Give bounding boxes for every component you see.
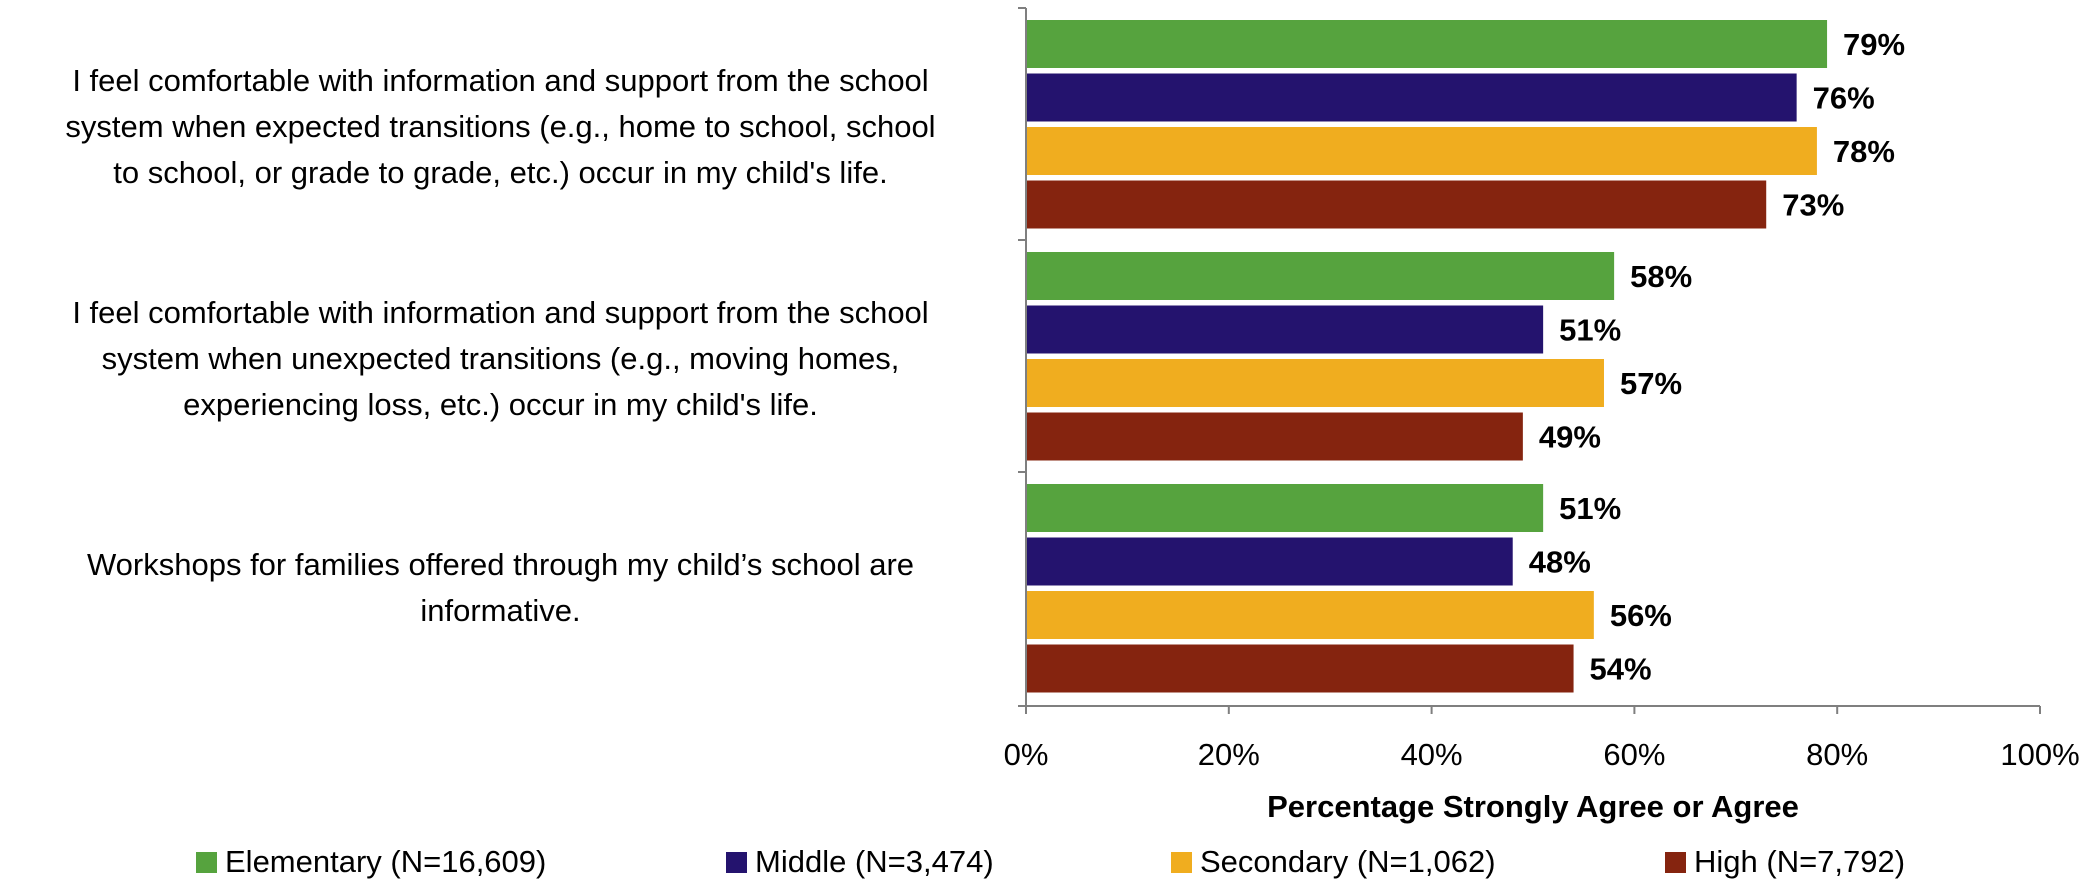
legend-label: Middle (N=3,474) (755, 844, 994, 879)
bar-4-1 (1027, 180, 1767, 229)
value-label-3-3: 56% (1610, 598, 1672, 633)
value-label-1-2: 58% (1630, 259, 1692, 294)
legend-item: Elementary (N=16,609) (196, 844, 546, 880)
value-label-2-2: 51% (1559, 313, 1621, 348)
legend-swatch (1171, 851, 1192, 873)
bar-2-3 (1027, 537, 1513, 586)
value-label-1-1: 79% (1843, 27, 1905, 62)
x-tick-label: 100% (2000, 737, 2079, 772)
axes (1018, 7, 2040, 707)
x-tick-label: 40% (1401, 737, 1463, 772)
x-tick-label: 0% (1004, 737, 1049, 772)
category-label-line: to school, or grade to grade, etc.) occu… (113, 155, 888, 190)
category-label-line: experiencing loss, etc.) occur in my chi… (183, 387, 818, 422)
category-label-1: I feel comfortable with information and … (8, 58, 993, 196)
x-tick-label: 80% (1806, 737, 1868, 772)
value-label-4-1: 73% (1782, 188, 1844, 223)
legend-label: Elementary (N=16,609) (225, 844, 547, 879)
bar-1-2 (1027, 252, 1615, 300)
x-ticks: 0% 20% 40% 60% 80% 100% (1004, 706, 2080, 772)
category-label-line: system when unexpected transitions (e.g.… (101, 341, 900, 376)
legend-swatch (196, 851, 217, 873)
value-label-3-2: 57% (1620, 366, 1682, 401)
value-label-1-3: 51% (1559, 491, 1621, 526)
bar-3-3 (1027, 591, 1594, 639)
bar-4-3 (1027, 644, 1574, 693)
legend-label: Secondary (N=1,062) (1200, 844, 1496, 879)
category-label-2: I feel comfortable with information and … (8, 290, 993, 428)
legend: Elementary (N=16,609) Middle (N=3,474) Sec… (0, 844, 2099, 882)
legend-item: High (N=7,792) (1665, 844, 1905, 880)
legend-swatch (1665, 851, 1686, 873)
value-label-2-3: 48% (1529, 545, 1591, 580)
bar-3-1 (1027, 127, 1817, 175)
category-label-line: Workshops for families offered through m… (86, 547, 915, 582)
value-label-4-3: 54% (1590, 652, 1652, 687)
bar-1-1 (1027, 20, 1828, 68)
legend-label: High (N=7,792) (1694, 844, 1906, 879)
legend-swatch (726, 851, 747, 873)
category-label-line: informative. (420, 593, 581, 628)
x-tick-label: 20% (1198, 737, 1260, 772)
bar-1-3 (1027, 484, 1544, 532)
value-label-4-2: 49% (1539, 420, 1601, 455)
bar-4-2 (1027, 412, 1523, 461)
value-label-3-1: 78% (1833, 134, 1895, 169)
bar-3-2 (1027, 359, 1604, 407)
bar-2-1 (1027, 73, 1797, 122)
legend-item: Secondary (N=1,062) (1171, 844, 1496, 880)
legend-item: Middle (N=3,474) (726, 844, 994, 880)
x-tick-label: 60% (1603, 737, 1665, 772)
category-label-line: I feel comfortable with information and … (72, 295, 929, 330)
x-axis-title: Percentage Strongly Agree or Agree (1267, 789, 1799, 824)
bar-2-2 (1027, 305, 1544, 354)
category-label-3: Workshops for families offered through m… (8, 542, 993, 634)
value-label-2-1: 76% (1813, 81, 1875, 116)
bars: 79% 76% 78% 73% 58% 51% 57% 49% 51% 48% 56% 54% (1027, 20, 1905, 693)
category-label-line: I feel comfortable with information and … (72, 63, 929, 98)
category-label-line: system when expected transitions (e.g., … (65, 109, 936, 144)
